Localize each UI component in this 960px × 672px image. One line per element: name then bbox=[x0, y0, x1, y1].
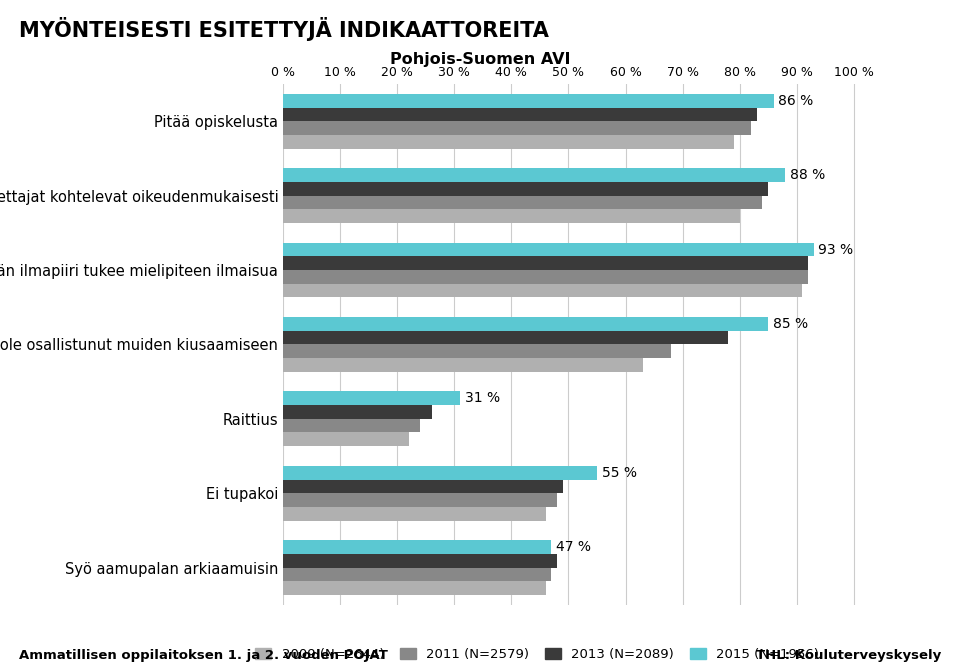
Bar bbox=[283, 182, 768, 196]
Bar bbox=[283, 256, 808, 270]
Bar bbox=[283, 331, 729, 345]
Bar bbox=[283, 108, 756, 121]
Text: THL: Kouluterveyskysely: THL: Kouluterveyskysely bbox=[756, 649, 941, 662]
Text: Pohjois-Suomen AVI: Pohjois-Suomen AVI bbox=[390, 52, 570, 67]
Bar bbox=[283, 554, 557, 568]
Bar bbox=[283, 94, 774, 108]
Text: MYÖNTEISESTI ESITETTYJÄ INDIKAATTOREITA: MYÖNTEISESTI ESITETTYJÄ INDIKAATTOREITA bbox=[19, 17, 549, 41]
Bar bbox=[283, 419, 420, 433]
Bar bbox=[283, 480, 563, 493]
Bar bbox=[283, 358, 642, 372]
Bar bbox=[283, 493, 557, 507]
Bar bbox=[283, 270, 808, 284]
Bar bbox=[283, 392, 460, 405]
Bar bbox=[283, 121, 751, 135]
Bar bbox=[283, 168, 785, 182]
Bar bbox=[283, 405, 432, 419]
Bar bbox=[283, 209, 739, 223]
Bar bbox=[283, 196, 762, 209]
Bar bbox=[283, 317, 768, 331]
Text: Ammatillisen oppilaitoksen 1. ja 2. vuoden POJAT: Ammatillisen oppilaitoksen 1. ja 2. vuod… bbox=[19, 649, 388, 662]
Text: 88 %: 88 % bbox=[790, 168, 825, 182]
Bar bbox=[283, 540, 551, 554]
Legend: 2009 (N=2644), 2011 (N=2579), 2013 (N=2089), 2015 (N=1956): 2009 (N=2644), 2011 (N=2579), 2013 (N=20… bbox=[250, 642, 825, 666]
Text: 85 %: 85 % bbox=[773, 317, 808, 331]
Bar bbox=[283, 507, 545, 521]
Bar bbox=[283, 135, 734, 149]
Text: 86 %: 86 % bbox=[779, 93, 814, 108]
Bar bbox=[283, 433, 409, 446]
Bar bbox=[283, 243, 814, 256]
Bar bbox=[283, 466, 597, 480]
Text: 55 %: 55 % bbox=[602, 466, 636, 480]
Bar bbox=[283, 345, 671, 358]
Text: 31 %: 31 % bbox=[465, 391, 500, 405]
Bar bbox=[283, 581, 545, 595]
Bar bbox=[283, 568, 551, 581]
Text: 93 %: 93 % bbox=[818, 243, 853, 257]
Bar bbox=[283, 284, 803, 297]
Text: 47 %: 47 % bbox=[556, 540, 591, 554]
